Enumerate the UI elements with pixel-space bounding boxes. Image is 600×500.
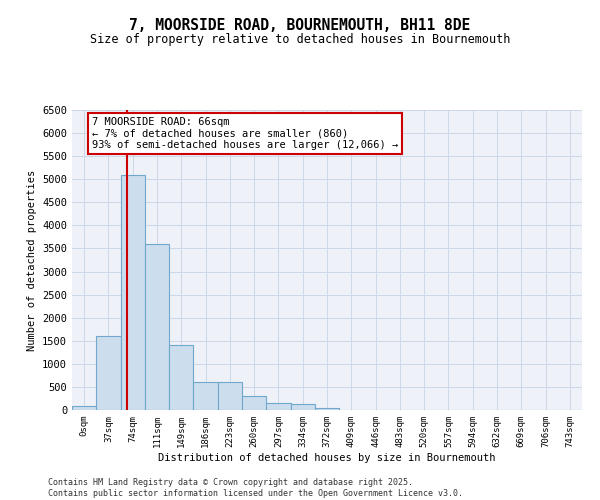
Text: Contains HM Land Registry data © Crown copyright and database right 2025.
Contai: Contains HM Land Registry data © Crown c… xyxy=(48,478,463,498)
Bar xyxy=(169,346,193,410)
X-axis label: Distribution of detached houses by size in Bournemouth: Distribution of detached houses by size … xyxy=(158,452,496,462)
Bar xyxy=(96,336,121,410)
Bar xyxy=(145,244,169,410)
Text: Size of property relative to detached houses in Bournemouth: Size of property relative to detached ho… xyxy=(90,32,510,46)
Bar xyxy=(315,408,339,410)
Bar xyxy=(72,406,96,410)
Bar xyxy=(242,396,266,410)
Text: 7 MOORSIDE ROAD: 66sqm
← 7% of detached houses are smaller (860)
93% of semi-det: 7 MOORSIDE ROAD: 66sqm ← 7% of detached … xyxy=(92,117,398,150)
Bar xyxy=(266,403,290,410)
Bar xyxy=(290,404,315,410)
Bar xyxy=(218,382,242,410)
Bar xyxy=(121,174,145,410)
Text: 7, MOORSIDE ROAD, BOURNEMOUTH, BH11 8DE: 7, MOORSIDE ROAD, BOURNEMOUTH, BH11 8DE xyxy=(130,18,470,32)
Bar xyxy=(193,382,218,410)
Y-axis label: Number of detached properties: Number of detached properties xyxy=(26,170,37,350)
